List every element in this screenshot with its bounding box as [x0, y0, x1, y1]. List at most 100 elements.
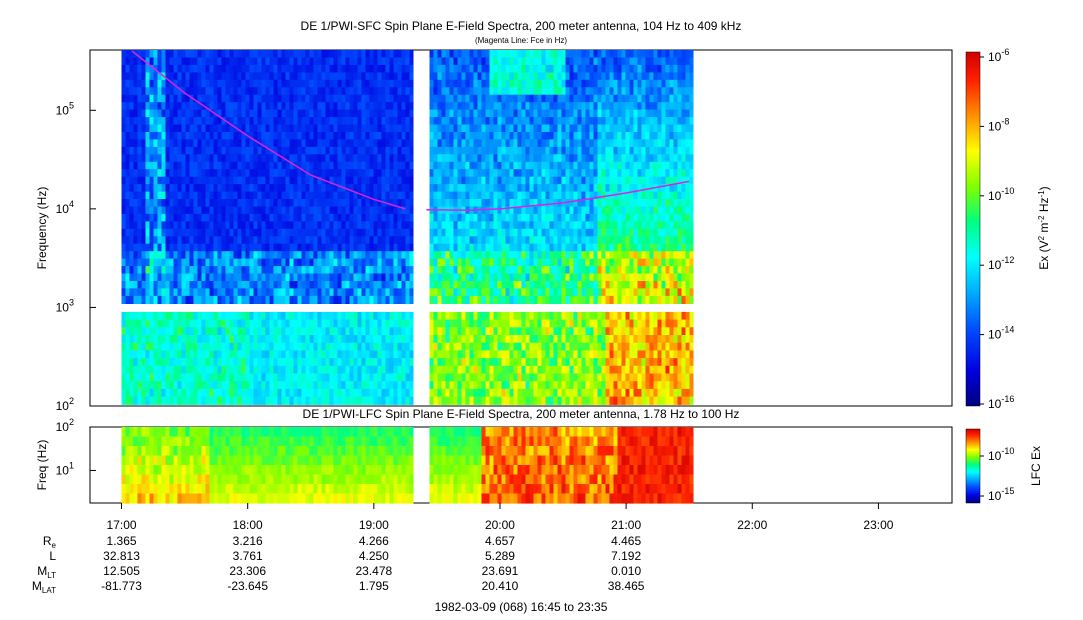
sfc-heatmap-cell: [673, 94, 678, 103]
sfc-heatmap-cell: [665, 94, 670, 103]
sfc-heatmap-cell: [633, 161, 638, 170]
sfc-heatmap-cell: [317, 64, 322, 73]
sfc-heatmap-cell: [253, 184, 258, 193]
sfc-heatmap-cell: [397, 295, 402, 304]
sfc-heatmap-cell: [161, 221, 166, 230]
sfc-heatmap-cell: [177, 199, 182, 208]
sfc-heatmap-cell: [481, 87, 486, 96]
sfc-heatmap-cell: [297, 109, 302, 118]
sfc-heatmap-cell: [193, 206, 198, 215]
sfc-heatmap-cell: [633, 139, 638, 148]
sfc-heatmap-cell: [277, 50, 282, 59]
sfc-heatmap-cell: [497, 132, 502, 141]
sfc-heatmap-cell: [505, 109, 510, 118]
sfc-heatmap-cell: [161, 161, 166, 170]
sfc-heatmap-cell: [373, 243, 378, 252]
sfc-heatmap-cell: [557, 191, 562, 200]
sfc-heatmap-cell: [233, 288, 238, 297]
sfc-heatmap-cell: [601, 213, 606, 222]
sfc-heatmap-cell: [669, 146, 674, 155]
sfc-heatmap-cell: [569, 94, 574, 103]
sfc-heatmap-cell: [457, 146, 462, 155]
sfc-heatmap-cell: [573, 251, 578, 260]
sfc-heatmap-cell: [249, 199, 254, 208]
sfc-heatmap-cell: [589, 139, 594, 148]
sfc-heatmap-cell: [269, 236, 274, 245]
sfc-heatmap-cell: [377, 57, 382, 66]
sfc-heatmap-cell: [513, 199, 518, 208]
sfc-heatmap-cell: [317, 251, 322, 260]
sfc-heatmap-cell: [621, 57, 626, 66]
sfc-heatmap-cell: [237, 295, 242, 304]
sfc-heatmap-cell: [649, 266, 654, 275]
sfc-heatmap-cell: [405, 124, 410, 133]
sfc-heatmap-cell: [165, 169, 170, 178]
sfc-heatmap-cell: [305, 206, 310, 215]
sfc-heatmap-cell: [293, 117, 298, 126]
sfc-heatmap-cell: [249, 154, 254, 163]
sfc-heatmap-cell: [357, 64, 362, 73]
sfc-heatmap-cell: [249, 117, 254, 126]
sfc-heatmap-cell: [313, 258, 318, 267]
sfc-heatmap-cell: [149, 342, 154, 351]
sfc-heatmap-cell: [389, 273, 394, 282]
sfc-heatmap-cell: [201, 358, 206, 367]
sfc-heatmap-cell: [141, 124, 146, 133]
sfc-heatmap-cell: [201, 327, 206, 336]
sfc-heatmap-cell: [469, 139, 474, 148]
sfc-heatmap-cell: [265, 146, 270, 155]
sfc-heatmap-cell: [261, 139, 266, 148]
sfc-heatmap-cell: [149, 117, 154, 126]
sfc-heatmap-cell: [513, 236, 518, 245]
sfc-heatmap-cell: [529, 87, 534, 96]
sfc-heatmap-cell: [281, 206, 286, 215]
sfc-heatmap-cell: [129, 87, 134, 96]
sfc-heatmap-cell: [197, 243, 202, 252]
sfc-heatmap-cell: [317, 258, 322, 267]
sfc-heatmap-cell: [181, 358, 186, 367]
sfc-heatmap-cell: [277, 213, 282, 222]
sfc-heatmap-cell: [149, 184, 154, 193]
sfc-heatmap-cell: [541, 206, 546, 215]
sfc-heatmap-cell: [609, 288, 614, 297]
sfc-heatmap-cell: [309, 139, 314, 148]
sfc-heatmap-cell: [437, 295, 442, 304]
sfc-heatmap-cell: [517, 273, 522, 282]
sfc-heatmap-cell: [277, 281, 282, 290]
sfc-heatmap-cell: [585, 243, 590, 252]
sfc-heatmap-cell: [457, 169, 462, 178]
sfc-heatmap-cell: [369, 221, 374, 230]
sfc-heatmap-cell: [133, 57, 138, 66]
sfc-heatmap-cell: [189, 146, 194, 155]
sfc-heatmap-cell: [525, 281, 530, 290]
sfc-heatmap-cell: [673, 273, 678, 282]
sfc-heatmap-cell: [493, 243, 498, 252]
sfc-heatmap-cell: [333, 64, 338, 73]
sfc-heatmap-cell: [621, 117, 626, 126]
sfc-heatmap-cell: [481, 221, 486, 230]
sfc-heatmap-cell: [501, 199, 506, 208]
sfc-heatmap-cell: [369, 124, 374, 133]
sfc-heatmap-cell: [153, 161, 158, 170]
sfc-heatmap-cell: [553, 281, 558, 290]
sfc-heatmap-cell: [489, 72, 494, 81]
sfc-heatmap-cell: [585, 117, 590, 126]
sfc-heatmap-cell: [501, 281, 506, 290]
sfc-heatmap-cell: [165, 236, 170, 245]
sfc-heatmap-cell: [217, 266, 222, 275]
sfc-heatmap-cell: [589, 206, 594, 215]
sfc-heatmap-cell: [473, 72, 478, 81]
sfc-heatmap-cell: [457, 258, 462, 267]
sfc-heatmap-cell: [353, 221, 358, 230]
sfc-heatmap-cell: [573, 169, 578, 178]
sfc-heatmap-cell: [577, 169, 582, 178]
sfc-heatmap-cell: [657, 87, 662, 96]
sfc-heatmap-cell: [505, 102, 510, 111]
sfc-heatmap-cell: [637, 206, 642, 215]
sfc-heatmap-cell: [501, 57, 506, 66]
sfc-heatmap-cell: [573, 50, 578, 59]
sfc-heatmap-cell: [629, 206, 634, 215]
sfc-heatmap-cell: [149, 373, 154, 382]
sfc-heatmap-cell: [613, 87, 618, 96]
sfc-heatmap-cell: [369, 117, 374, 126]
